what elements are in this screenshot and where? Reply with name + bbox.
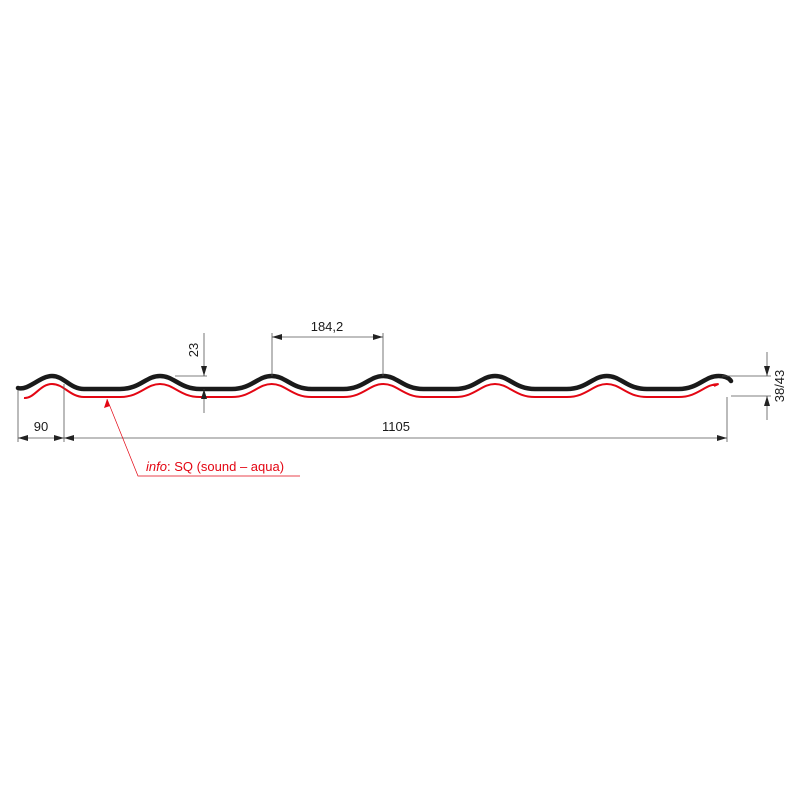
info-text: : SQ (sound – aqua) <box>167 459 284 474</box>
dimension-label-total-height: 38/43 <box>772 370 787 403</box>
dimension-label-width: 1105 <box>382 419 410 434</box>
leader-arrow-icon <box>104 399 110 408</box>
dimension-label-pitch: 184,2 <box>311 319 344 334</box>
info-prefix: info <box>146 459 167 474</box>
dimension-lines <box>17 333 771 442</box>
dimension-label-overlap: 90 <box>34 419 48 434</box>
info-annotation: info: SQ (sound – aqua) <box>146 459 284 474</box>
coating-layer-profile <box>23 382 719 399</box>
info-leader: info: SQ (sound – aqua) <box>104 398 300 477</box>
dimension-label-rib-height: 23 <box>186 343 201 357</box>
leader-line <box>106 398 300 477</box>
